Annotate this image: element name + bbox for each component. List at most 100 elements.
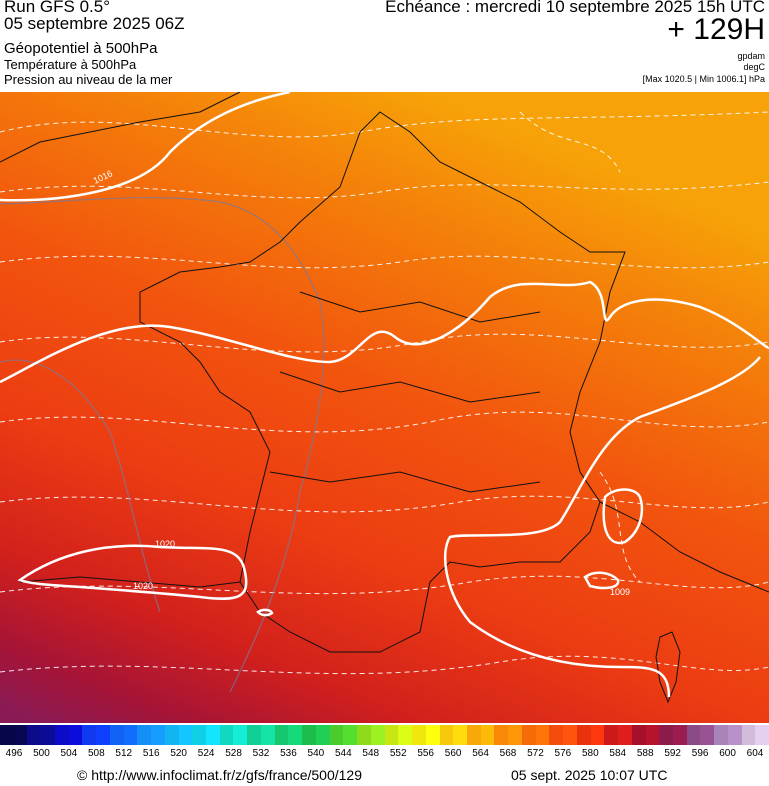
color-scale-swatch — [727, 725, 742, 745]
temperature-field — [0, 92, 769, 723]
color-scale — [0, 725, 769, 745]
color-scale-swatch — [68, 725, 83, 745]
geopotential-contour — [0, 359, 161, 613]
color-scale-swatch — [274, 725, 289, 745]
color-scale-swatch — [151, 725, 165, 745]
color-scale-label: 584 — [609, 748, 627, 759]
color-scale-swatch — [123, 725, 138, 745]
color-scale-label: 500 — [33, 748, 50, 759]
color-scale-swatch — [54, 725, 69, 745]
color-scale-label: 596 — [691, 748, 709, 759]
color-scale-swatch — [384, 725, 399, 745]
color-scale-label: 576 — [554, 748, 572, 759]
color-scale-swatch — [618, 725, 632, 745]
isobar-label: 1020 — [133, 581, 153, 591]
run-label: Run GFS 0.5° — [4, 0, 111, 16]
color-scale-label: 536 — [280, 748, 297, 759]
color-scale-swatch — [192, 725, 207, 745]
temperature-contour — [519, 111, 621, 173]
color-scale-swatch — [521, 725, 536, 745]
color-scale-label: 528 — [225, 748, 242, 759]
color-scale-label: 540 — [307, 748, 325, 759]
color-scale-label: 544 — [334, 748, 352, 759]
color-scale-label: 508 — [87, 748, 105, 759]
color-scale-swatch — [686, 725, 701, 745]
forecast-offset: + 129H — [667, 13, 765, 46]
italy-coast — [599, 501, 769, 593]
color-scale-swatch — [412, 725, 426, 745]
color-scale-label: 548 — [362, 748, 380, 759]
color-scale-swatch — [398, 725, 413, 745]
color-scale-swatch — [137, 725, 152, 745]
weather-map: 1016 1020 1020 1009 — [0, 92, 769, 723]
echeance-label: Echéance : mercredi 10 septembre 2025 15… — [385, 0, 765, 16]
color-scale-swatch — [741, 725, 756, 745]
color-scale-swatch — [700, 725, 715, 745]
temperature-contours — [0, 111, 769, 675]
field-temperature: Température à 500hPa — [4, 57, 137, 72]
color-scale-labels: 496 500 504 508 512 516 520 524 528 532 536 540 544 5… — [0, 748, 769, 762]
isobar-north — [0, 280, 769, 384]
isobar-low — [602, 488, 644, 545]
color-scale-swatch — [535, 725, 550, 745]
color-scale-swatch — [494, 725, 509, 745]
color-scale-swatch — [82, 725, 97, 745]
color-scale-swatch — [357, 725, 371, 745]
color-scale-label: 580 — [581, 748, 599, 759]
color-scale-label: 600 — [719, 748, 736, 759]
temperature-contour — [0, 495, 769, 513]
generated-date: 05 sept. 2025 10:07 UTC — [511, 767, 668, 783]
color-scale-label: 592 — [664, 748, 681, 759]
color-scale-swatch — [425, 725, 440, 745]
temperature-contour — [0, 655, 769, 675]
color-scale-swatch — [302, 725, 316, 745]
color-scale-label: 512 — [115, 748, 133, 759]
color-scale-label: 516 — [142, 748, 160, 759]
color-scale-swatch — [576, 725, 591, 745]
color-scale-swatch — [439, 725, 454, 745]
color-scale-label: 504 — [60, 748, 78, 759]
geopotential-contours — [0, 197, 325, 693]
color-scale-swatch — [178, 725, 193, 745]
country-borders — [0, 92, 769, 704]
color-scale-swatch — [631, 725, 646, 745]
isobar-label: 1009 — [610, 587, 630, 597]
uk-coast — [0, 92, 241, 163]
color-scale-swatch — [343, 725, 358, 745]
color-scale-swatch — [260, 725, 275, 745]
color-scale-swatch — [370, 725, 385, 745]
temperature-contour — [0, 255, 769, 269]
temperature-contour — [0, 181, 769, 199]
color-scale-swatch — [563, 725, 577, 745]
color-scale-label: 520 — [170, 748, 187, 759]
corsica — [655, 631, 681, 704]
color-scale-swatch — [109, 725, 124, 745]
isobar-small — [256, 608, 274, 617]
color-scale-label: 568 — [499, 748, 517, 759]
color-scale-swatch — [466, 725, 481, 745]
isobar-label: 1020 — [155, 539, 175, 549]
color-scale-label: 560 — [444, 748, 462, 759]
color-scale-swatch — [453, 725, 467, 745]
color-scale-swatch — [480, 725, 495, 745]
france-outline — [139, 111, 626, 653]
temperature-contour — [0, 411, 769, 433]
color-scale-swatch — [288, 725, 303, 745]
color-scale-swatch — [247, 725, 261, 745]
color-scale-swatch — [0, 725, 14, 745]
color-scale-swatch — [672, 725, 687, 745]
color-scale-label: 496 — [5, 748, 23, 759]
color-scale-swatch — [329, 725, 344, 745]
geopotential-contour — [0, 197, 325, 693]
unit-degc: degC — [743, 62, 765, 72]
isobar-east — [443, 356, 761, 698]
internal-border — [269, 291, 541, 493]
source-url[interactable]: © http://www.infoclimat.fr/z/gfs/france/… — [77, 767, 362, 783]
color-scale-swatch — [645, 725, 660, 745]
color-scale-swatch — [233, 725, 248, 745]
color-scale-label: 564 — [472, 748, 489, 759]
unit-gpdam: gpdam — [737, 51, 765, 61]
color-scale-swatch — [508, 725, 522, 745]
color-scale-swatch — [714, 725, 728, 745]
color-scale-swatch — [96, 725, 110, 745]
